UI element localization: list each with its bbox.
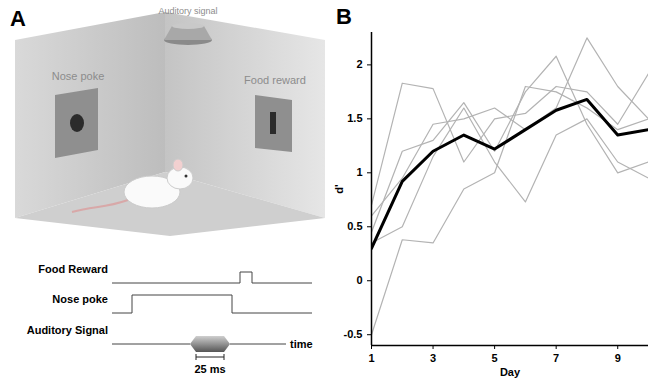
svg-text:25 ms: 25 ms — [194, 363, 225, 375]
svg-text:9: 9 — [615, 352, 621, 364]
svg-text:1: 1 — [368, 352, 374, 364]
svg-text:2: 2 — [356, 58, 362, 70]
svg-text:0: 0 — [356, 274, 362, 286]
svg-text:d': d' — [333, 184, 345, 194]
svg-text:Food Reward: Food Reward — [38, 263, 108, 275]
svg-text:7: 7 — [553, 352, 559, 364]
svg-text:Nose poke: Nose poke — [52, 293, 108, 305]
svg-text:Nose poke: Nose poke — [52, 70, 105, 82]
svg-text:3: 3 — [430, 352, 436, 364]
svg-text:1.5: 1.5 — [347, 112, 362, 124]
svg-text:A: A — [10, 6, 26, 31]
svg-text:5: 5 — [492, 352, 498, 364]
svg-text:time: time — [290, 338, 313, 350]
svg-text:Day: Day — [500, 366, 521, 378]
svg-text:Food reward: Food reward — [244, 74, 306, 86]
svg-text:Auditory signal: Auditory signal — [158, 6, 217, 16]
html-text:B: B — [336, 4, 352, 29]
svg-text:1: 1 — [356, 166, 362, 178]
svg-text:-0.5: -0.5 — [344, 328, 363, 340]
svg-text:Auditory Signal: Auditory Signal — [27, 324, 108, 336]
svg-text:0.5: 0.5 — [347, 220, 362, 232]
